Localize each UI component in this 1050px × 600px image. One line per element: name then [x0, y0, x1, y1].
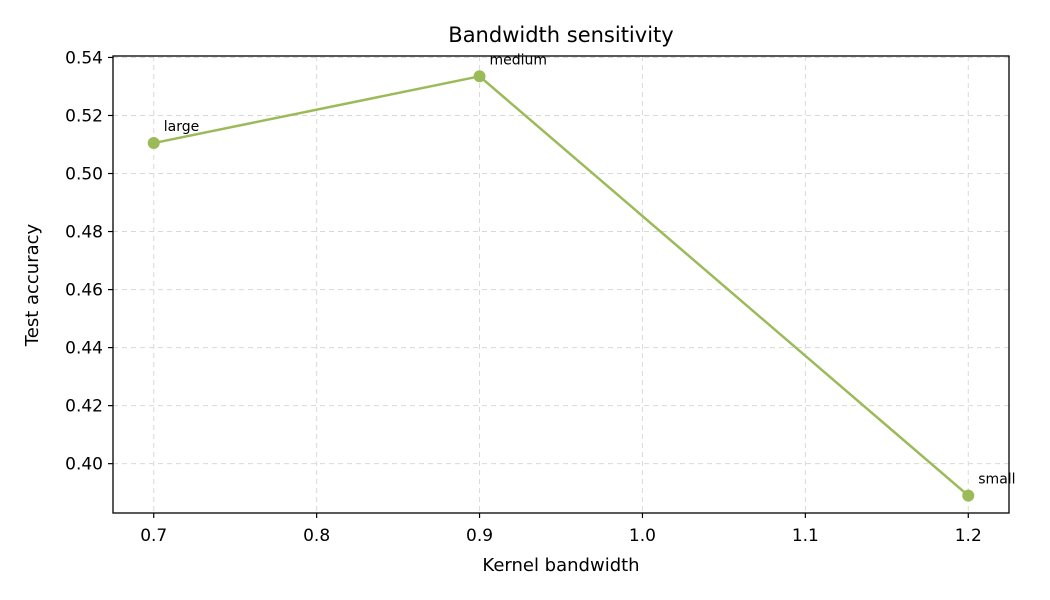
y-tick-label: 0.50: [65, 165, 103, 185]
y-tick-label: 0.42: [65, 397, 103, 417]
y-tick-label: 0.54: [65, 48, 103, 68]
y-tick-label: 0.46: [65, 281, 103, 301]
x-tick-label: 0.7: [140, 526, 167, 546]
x-tick-label: 0.9: [466, 526, 493, 546]
y-axis: 0.40 0.42 0.44 0.46 0.48 0.50 0.52 0.54: [65, 48, 113, 475]
x-axis-title: Kernel bandwidth: [482, 555, 639, 576]
y-axis-title: Test accuracy: [22, 223, 43, 347]
point-label: small: [978, 472, 1015, 488]
point-label: large: [164, 119, 199, 135]
x-tick-label: 1.1: [792, 526, 819, 546]
point-labels: large medium small: [164, 52, 1016, 487]
point-label: medium: [490, 52, 548, 68]
data-point: [473, 70, 486, 83]
y-tick-label: 0.52: [65, 106, 103, 126]
x-tick-label: 1.0: [629, 526, 656, 546]
y-tick-label: 0.48: [65, 223, 103, 243]
data-point: [147, 137, 160, 150]
x-axis: 0.7 0.8 0.9 1.0 1.1 1.2: [140, 513, 982, 546]
x-tick-label: 0.8: [303, 526, 330, 546]
data-points: [147, 70, 975, 502]
y-tick-label: 0.40: [65, 455, 103, 475]
y-tick-label: 0.44: [65, 339, 103, 359]
series-line: [153, 75, 970, 497]
series-line-layer: [153, 75, 970, 497]
plot-area-frame: [112, 55, 1010, 514]
x-tick-label: 1.2: [955, 526, 982, 546]
data-point: [962, 489, 975, 502]
grid: [113, 56, 1009, 513]
chart-title: Bandwidth sensitivity: [448, 23, 673, 47]
